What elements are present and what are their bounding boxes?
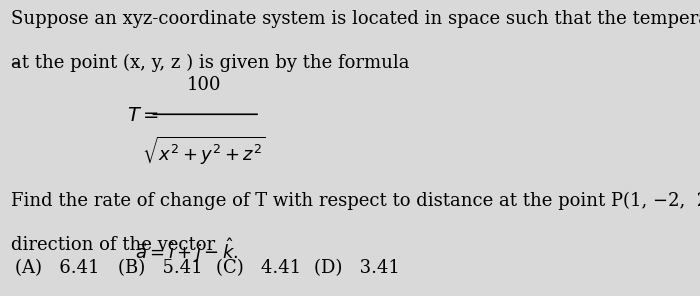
Text: Suppose an xyz-coordinate system is located in space such that the temperature T: Suppose an xyz-coordinate system is loca…	[10, 10, 700, 28]
Text: $\sqrt{x^2 + y^2 + z^2}$: $\sqrt{x^2 + y^2 + z^2}$	[142, 135, 266, 167]
Text: $\vec{a} = \hat{\imath} + j - \hat{k}.$: $\vec{a} = \hat{\imath} + j - \hat{k}.$	[135, 236, 239, 265]
Text: 100: 100	[187, 76, 221, 94]
Text: at the point (x, y, z ) is given by the formula: at the point (x, y, z ) is given by the …	[10, 54, 409, 73]
Text: (B)   5.41: (B) 5.41	[118, 259, 202, 277]
Text: (D)   3.41: (D) 3.41	[314, 259, 400, 277]
Text: direction of the vector: direction of the vector	[10, 236, 215, 254]
Text: Find the rate of change of T with respect to distance at the point P(1, −2,  2) : Find the rate of change of T with respec…	[10, 192, 700, 210]
Text: (C)   4.41: (C) 4.41	[216, 259, 301, 277]
Text: (A)   6.41: (A) 6.41	[15, 259, 100, 277]
Text: $T = $: $T = $	[127, 107, 160, 125]
